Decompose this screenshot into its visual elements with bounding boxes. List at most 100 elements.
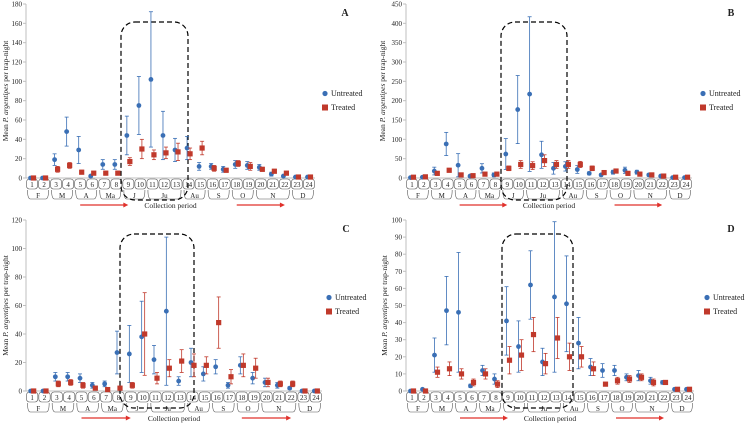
panel-a-period-label: 9	[127, 181, 131, 189]
panel-b-untreated-point	[515, 107, 521, 112]
panel-a-month-bracket	[292, 189, 314, 200]
panel-c-period-label: 1	[30, 394, 34, 402]
panel-c-treated-point	[265, 379, 271, 386]
panel-a-period-box	[230, 178, 243, 190]
panel-b-treated-point	[518, 161, 524, 168]
panel-b-arrow-head	[657, 202, 663, 208]
panel-a-month-label: Ma	[106, 192, 116, 200]
panel-b-period-label: 21	[647, 181, 655, 189]
panel-c-period-label: 6	[92, 394, 96, 402]
panel-c-untreated-point	[77, 375, 83, 381]
panel-c-period-box	[223, 391, 236, 403]
panel-b-period-label: 23	[671, 181, 679, 189]
panel-b-y-tick-label: 400	[392, 20, 403, 28]
panel-c-month-label: O	[245, 405, 250, 413]
panel-a-month-bracket	[75, 189, 98, 200]
panel-a-treated-point	[187, 151, 193, 157]
panel-b-period-label: 16	[587, 181, 595, 189]
panel-c-period-box	[174, 391, 187, 403]
panel-b-legend-treated-marker	[700, 104, 706, 111]
panel-c-arrow-head	[286, 415, 292, 421]
panel-c-month-label: J	[136, 405, 139, 413]
panel-c-y-tick-label: 40	[15, 331, 23, 339]
panel-c-treated-point	[203, 362, 209, 368]
panel-c-untreated-point	[151, 357, 157, 363]
panel-d-y-axis-label-prefix: Mean	[380, 337, 389, 356]
panel-a-arrow-head	[123, 202, 129, 208]
panel-c-period-label: 20	[263, 394, 271, 402]
panel-a-month-label: Au	[190, 192, 199, 200]
panel-d-month-label: J	[513, 405, 516, 413]
panel-c-period-box	[50, 391, 63, 403]
panel-c-period-box	[112, 391, 125, 403]
panel-b-month-bracket	[478, 189, 501, 200]
panel-d-month-label: M	[439, 405, 446, 413]
panel-a-period-label: 7	[103, 181, 107, 189]
panel-c-treated-point	[191, 362, 197, 368]
panel-a-y-tick-label: 40	[15, 136, 23, 144]
panel-c-period-box	[272, 391, 285, 403]
panel-d-untreated-point	[444, 308, 449, 314]
panel-b-treated-point	[673, 174, 679, 180]
panel-b-period-label: 1	[410, 181, 414, 189]
panel-c-period-label: 2	[43, 394, 47, 402]
panel-c-month-bracket	[236, 402, 260, 413]
panel-a-treated-point	[67, 162, 73, 169]
panel-d-y-tick-label: 0	[399, 388, 403, 396]
panel-b-period-label: 17	[599, 181, 607, 189]
panel-c-month-bracket	[261, 402, 297, 413]
panel-d-period-box	[670, 391, 682, 403]
panel-d-period-label: 19	[625, 394, 633, 402]
panel-d-month-bracket	[587, 402, 609, 413]
panel-b-month-label: S	[595, 192, 599, 200]
panel-a-period-label: 20	[257, 181, 265, 189]
panel-c-period-box	[285, 391, 298, 403]
panel-c-legend-untreated: Untreated	[335, 293, 367, 302]
panel-b-period-box	[620, 178, 633, 190]
panel-d-y-tick-label: 20	[395, 353, 403, 361]
panel-c-treated-point	[277, 381, 283, 387]
panel-d-period-label: 1	[410, 394, 414, 402]
panel-b-treated-point	[446, 167, 452, 173]
panel-c-highlight-box	[119, 233, 195, 409]
panel-a-period-box	[86, 178, 99, 190]
panel-c-period-box	[198, 391, 211, 403]
panel-b-month-bracket	[633, 189, 667, 200]
panel-a-untreated-point	[64, 129, 70, 135]
panel-d-period-label: 24	[685, 394, 693, 402]
panel-b-month-bracket	[407, 189, 429, 200]
panel-b-highlight-box	[500, 21, 568, 201]
panel-a-highlight-box	[120, 21, 189, 201]
panel-b-period-box	[573, 178, 585, 190]
panel-a-month-label: F	[36, 192, 40, 200]
panel-a-period-box	[50, 178, 62, 190]
panel-a-period-box	[158, 178, 171, 190]
panel-a-period-box	[194, 178, 207, 190]
panel-b-treated-point	[601, 169, 607, 176]
panel-a-period-label: 21	[269, 181, 277, 189]
panel-c-treated-point	[302, 388, 308, 394]
panel-b-month-label: Au	[569, 192, 578, 200]
panel-b-untreated-point	[503, 151, 509, 157]
panel-d-month-bracket	[479, 402, 501, 413]
panel-b-y-tick-label: 200	[392, 97, 403, 105]
panel-d-period-box	[538, 391, 550, 403]
panel-b-period-box	[608, 178, 621, 190]
panel-b-treated-point	[541, 158, 548, 164]
panel-c-treated-point	[216, 320, 222, 326]
panel-a-month-bracket	[99, 189, 122, 200]
panel-b-y-axis-label: Mean P. argentipes per trap-night	[378, 40, 387, 142]
panel-a-untreated-point	[184, 145, 190, 151]
panel-a-period-box	[62, 178, 74, 190]
panel-b-treated-point	[458, 172, 464, 178]
panel-c-period-label: 13	[177, 394, 185, 402]
panel-a-period-label: 1	[30, 181, 34, 189]
panel-a-period-box	[254, 178, 267, 190]
panel-b-treated-point	[565, 161, 571, 168]
panel-d-period-box	[514, 391, 526, 403]
panel-a-month-label: A	[84, 192, 89, 200]
panel-b-month-bracket	[526, 189, 560, 200]
panel-a-month-label: N	[270, 192, 275, 200]
panel-d-period-box	[526, 391, 538, 403]
